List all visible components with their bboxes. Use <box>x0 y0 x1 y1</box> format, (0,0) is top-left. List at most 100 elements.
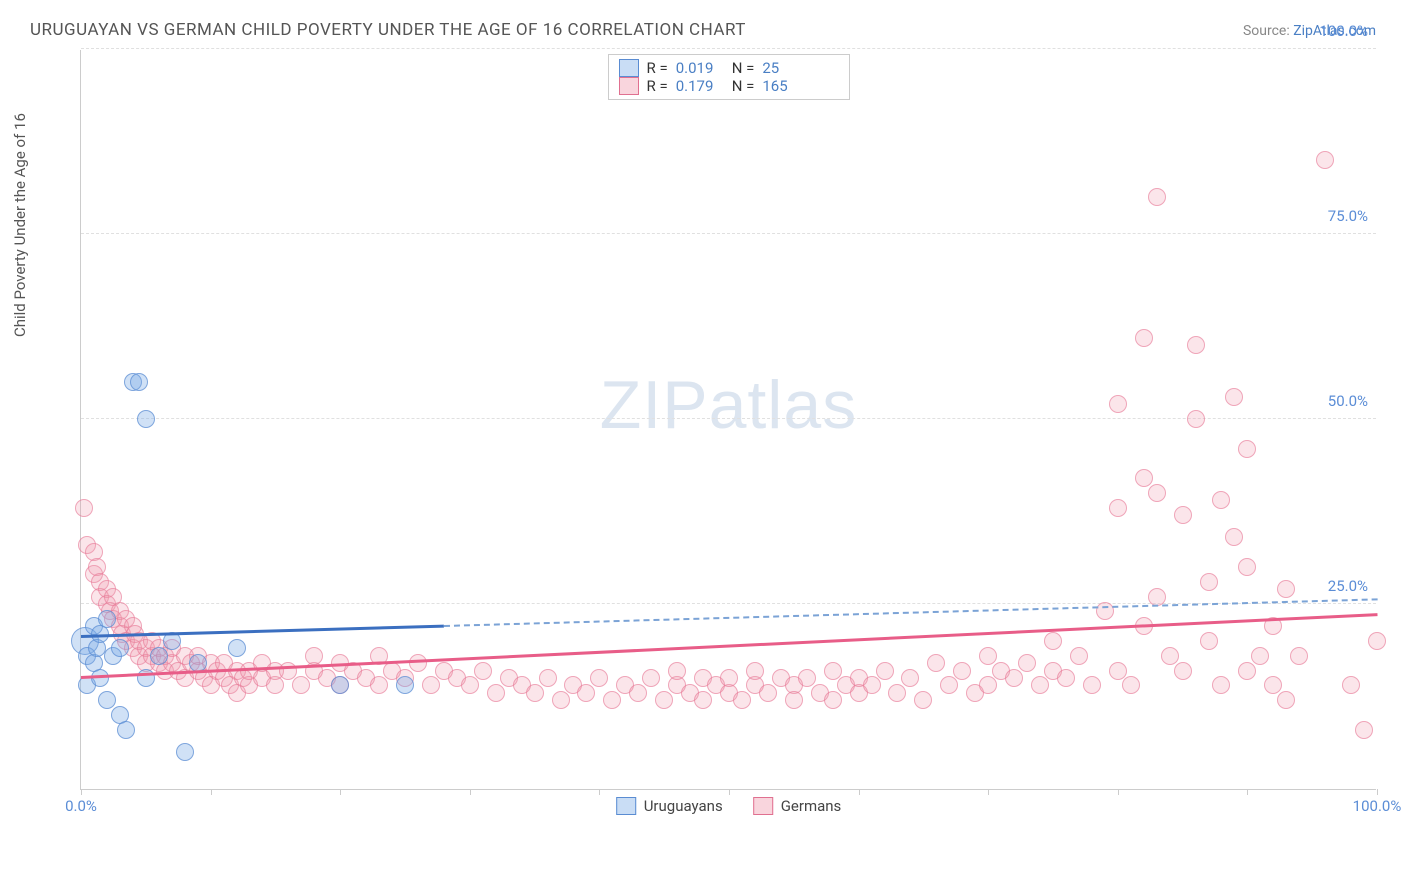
data-point <box>1251 647 1269 665</box>
data-point <box>98 610 116 628</box>
data-point <box>1277 691 1295 709</box>
data-point <box>914 691 932 709</box>
data-point <box>1238 440 1256 458</box>
data-point <box>1200 632 1218 650</box>
data-point <box>461 676 479 694</box>
data-point <box>577 684 595 702</box>
data-point <box>863 676 881 694</box>
swatch-blue-icon <box>619 59 639 77</box>
x-tick-label: 100.0% <box>1353 797 1402 815</box>
data-point <box>1031 676 1049 694</box>
x-tick <box>470 789 471 795</box>
chart-title: URUGUAYAN VS GERMAN CHILD POVERTY UNDER … <box>30 20 746 40</box>
x-tick <box>340 789 341 795</box>
data-point <box>370 676 388 694</box>
data-point <box>798 669 816 687</box>
swatch-blue-icon <box>616 797 636 815</box>
chart-container: Child Poverty Under the Age of 16 ZIPatl… <box>30 50 1376 830</box>
data-point <box>759 684 777 702</box>
data-point <box>111 639 129 657</box>
data-point <box>1342 676 1360 694</box>
data-point <box>137 410 155 428</box>
data-point <box>785 691 803 709</box>
data-point <box>1174 662 1192 680</box>
data-point <box>176 743 194 761</box>
data-point <box>1070 647 1088 665</box>
data-point <box>876 662 894 680</box>
data-point <box>668 662 686 680</box>
data-point <box>901 669 919 687</box>
data-point <box>150 647 168 665</box>
data-point <box>1083 676 1101 694</box>
gridline <box>81 233 1376 234</box>
data-point <box>228 639 246 657</box>
data-point <box>91 669 109 687</box>
data-point <box>629 684 647 702</box>
data-point <box>1264 676 1282 694</box>
y-tick-label: 50.0% <box>1328 392 1368 410</box>
data-point <box>117 721 135 739</box>
data-point <box>940 676 958 694</box>
data-point <box>292 676 310 694</box>
data-point <box>1161 647 1179 665</box>
data-point <box>1109 662 1127 680</box>
data-point <box>422 676 440 694</box>
x-tick <box>729 789 730 795</box>
x-tick <box>599 789 600 795</box>
scatter-plot: ZIPatlas R = 0.019 N = 25 R = 0.179 N = … <box>80 50 1376 790</box>
legend-row-germans: R = 0.179 N = 165 <box>619 77 839 95</box>
y-tick-label: 75.0% <box>1328 207 1368 225</box>
y-axis-label: Child Poverty Under the Age of 16 <box>11 113 29 337</box>
watermark: ZIPatlas <box>600 366 857 444</box>
data-point <box>824 691 842 709</box>
data-point <box>979 647 997 665</box>
legend-row-uruguayans: R = 0.019 N = 25 <box>619 59 839 77</box>
data-point <box>642 669 660 687</box>
data-point <box>746 662 764 680</box>
data-point <box>590 669 608 687</box>
data-point <box>279 662 297 680</box>
swatch-pink-icon <box>753 797 773 815</box>
x-tick-label: 0.0% <box>65 797 97 815</box>
data-point <box>824 662 842 680</box>
data-point <box>1187 336 1205 354</box>
data-point <box>927 654 945 672</box>
data-point <box>396 676 414 694</box>
data-point <box>1212 676 1230 694</box>
data-point <box>1109 499 1127 517</box>
data-point <box>130 373 148 391</box>
data-point <box>1057 669 1075 687</box>
data-point <box>1135 329 1153 347</box>
data-point <box>1368 632 1386 650</box>
x-tick <box>211 789 212 795</box>
data-point <box>603 691 621 709</box>
data-point <box>888 684 906 702</box>
data-point <box>409 654 427 672</box>
data-point <box>1044 632 1062 650</box>
data-point <box>1238 558 1256 576</box>
data-point <box>720 669 738 687</box>
y-tick-label: 25.0% <box>1328 577 1368 595</box>
x-tick <box>1377 789 1378 795</box>
data-point <box>1148 484 1166 502</box>
data-point <box>1290 647 1308 665</box>
data-point <box>1109 395 1127 413</box>
data-point <box>1187 410 1205 428</box>
data-point <box>1148 188 1166 206</box>
data-point <box>305 647 323 665</box>
data-point <box>487 684 505 702</box>
data-point <box>733 691 751 709</box>
x-tick <box>81 789 82 795</box>
data-point <box>331 676 349 694</box>
series-legend: Uruguayans Germans <box>616 797 842 815</box>
data-point <box>1174 506 1192 524</box>
data-point <box>1225 388 1243 406</box>
swatch-pink-icon <box>619 77 639 95</box>
data-point <box>953 662 971 680</box>
data-point <box>1212 491 1230 509</box>
data-point <box>655 691 673 709</box>
data-point <box>1355 721 1373 739</box>
x-tick <box>1118 789 1119 795</box>
legend-item-germans: Germans <box>753 797 842 815</box>
data-point <box>98 691 116 709</box>
